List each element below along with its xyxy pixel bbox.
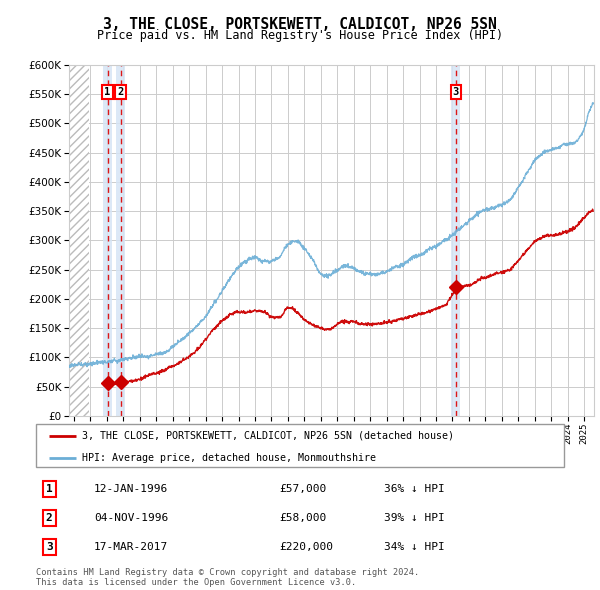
Text: Contains HM Land Registry data © Crown copyright and database right 2024.
This d: Contains HM Land Registry data © Crown c…	[36, 568, 419, 587]
Bar	[69, 65, 89, 416]
Text: 17-MAR-2017: 17-MAR-2017	[94, 542, 169, 552]
Bar	[103, 65, 112, 416]
Bar	[451, 65, 460, 416]
Text: 34% ↓ HPI: 34% ↓ HPI	[385, 542, 445, 552]
Text: £220,000: £220,000	[279, 542, 333, 552]
Text: 04-NOV-1996: 04-NOV-1996	[94, 513, 169, 523]
Text: 1: 1	[104, 87, 110, 97]
Text: 3, THE CLOSE, PORTSKEWETT, CALDICOT, NP26 5SN: 3, THE CLOSE, PORTSKEWETT, CALDICOT, NP2…	[103, 17, 497, 31]
Text: Price paid vs. HM Land Registry's House Price Index (HPI): Price paid vs. HM Land Registry's House …	[97, 29, 503, 42]
FancyBboxPatch shape	[36, 424, 564, 467]
Text: 3, THE CLOSE, PORTSKEWETT, CALDICOT, NP26 5SN (detached house): 3, THE CLOSE, PORTSKEWETT, CALDICOT, NP2…	[82, 431, 454, 441]
Text: 36% ↓ HPI: 36% ↓ HPI	[385, 484, 445, 494]
Text: £57,000: £57,000	[279, 484, 326, 494]
Text: 1: 1	[46, 484, 53, 494]
Text: HPI: Average price, detached house, Monmouthshire: HPI: Average price, detached house, Monm…	[82, 453, 376, 463]
Text: 39% ↓ HPI: 39% ↓ HPI	[385, 513, 445, 523]
Text: 2: 2	[46, 513, 53, 523]
Bar	[116, 65, 125, 416]
Text: £58,000: £58,000	[279, 513, 326, 523]
Text: 3: 3	[453, 87, 459, 97]
Text: 2: 2	[118, 87, 124, 97]
Text: 12-JAN-1996: 12-JAN-1996	[94, 484, 169, 494]
Text: 3: 3	[46, 542, 53, 552]
